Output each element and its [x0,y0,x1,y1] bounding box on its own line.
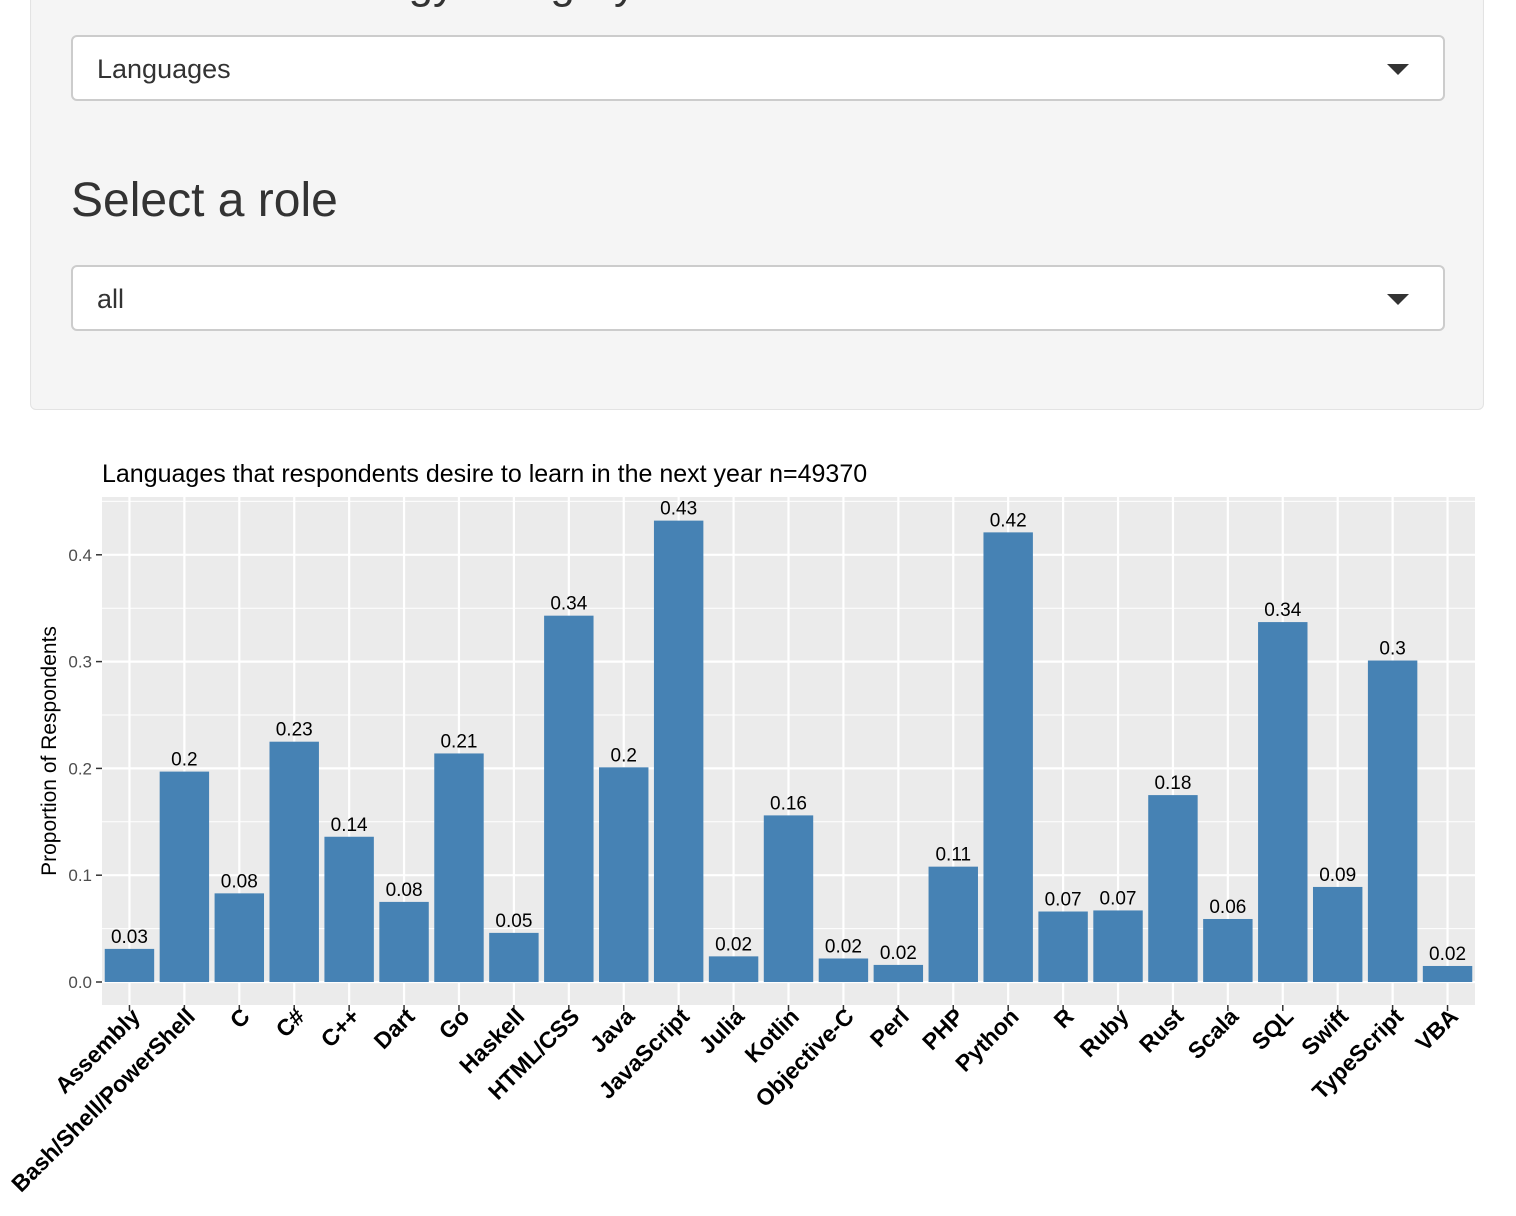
bar-sql [1258,622,1308,982]
data-label: 0.3 [1379,639,1405,660]
data-label: 0.08 [221,871,258,892]
x-tick-label: Dart [369,1003,420,1054]
data-label: 0.02 [825,937,862,958]
bar-bash-shell-powershell [159,771,210,982]
data-label: 0.34 [550,594,587,615]
bar-typescript [1367,660,1418,982]
bar-ruby [1093,910,1143,982]
bar-c- [269,741,319,982]
bar-go [434,753,484,982]
x-tick-label: Go [434,1003,475,1044]
bar-javascript [653,520,704,982]
bar-dart [379,901,429,982]
y-tick-label: 0.4 [68,546,92,565]
data-label: 0.18 [1154,773,1191,794]
data-label: 0.11 [935,845,971,866]
data-label: 0.07 [1100,888,1137,909]
y-axis-label: Proportion of Respondents [38,626,61,876]
role-heading: Select a role [71,174,338,227]
bar-assembly [104,948,155,982]
data-label: 0.16 [770,793,807,814]
role-select-value: all [97,284,125,314]
x-tick-label: SQL [1246,1003,1298,1055]
bar-java [599,767,649,982]
data-label: 0.08 [386,880,423,901]
category-heading: Select a technology category [71,0,636,9]
data-label: 0.21 [440,731,477,752]
data-label: 0.2 [611,745,637,766]
category-select[interactable]: Languages [71,35,1445,101]
bar-rust [1148,795,1198,982]
x-tick-label: Rust [1134,1003,1189,1058]
bar-perl [873,964,924,982]
y-tick-label: 0.2 [68,759,92,778]
bar-haskell [489,932,539,982]
data-label: 0.06 [1209,897,1246,918]
bar-vba [1422,965,1473,982]
x-tick-label: Ruby [1075,1003,1134,1062]
x-tick-label: C++ [316,1003,365,1052]
bar-r [1038,911,1088,982]
x-tick-label: VBA [1410,1003,1463,1056]
data-label: 0.02 [715,934,752,955]
bar-php [928,866,978,982]
bar-kotlin [763,815,814,982]
bar-c [214,893,265,982]
chevron-down-icon [1387,294,1409,305]
data-label: 0.42 [990,510,1027,531]
x-tick-label: Scala [1183,1003,1244,1064]
bar-julia [708,956,759,982]
y-tick-label: 0.3 [68,653,92,672]
data-label: 0.02 [1429,944,1466,965]
data-label: 0.07 [1045,890,1082,911]
chart-title: Languages that respondents desire to lea… [102,460,867,488]
x-tick-label: C [225,1003,255,1033]
bar-swift [1312,886,1363,982]
y-tick-label: 0.1 [68,866,92,885]
data-label: 0.05 [495,911,532,932]
input-panel: Select a technology category Languages S… [30,0,1484,410]
data-label: 0.02 [880,943,917,964]
data-label: 0.34 [1264,600,1301,621]
bar-scala [1203,918,1253,982]
data-label: 0.2 [171,750,197,771]
bar-html-css [544,615,594,982]
role-select[interactable]: all [71,265,1445,331]
category-select-value: Languages [97,54,231,84]
x-tick-label: Perl [865,1003,914,1052]
data-label: 0.03 [111,927,148,948]
data-label: 0.14 [331,815,368,836]
x-tick-label: R [1048,1003,1078,1033]
chevron-down-icon [1387,64,1409,75]
data-label: 0.23 [276,720,313,741]
bar-objective-c [818,958,869,982]
data-label: 0.09 [1319,865,1356,886]
x-tick-label: C# [271,1003,310,1042]
bar-python [983,532,1033,982]
bar-c- [324,836,374,982]
y-tick-label: 0.0 [68,973,92,992]
data-label: 0.43 [660,499,697,520]
